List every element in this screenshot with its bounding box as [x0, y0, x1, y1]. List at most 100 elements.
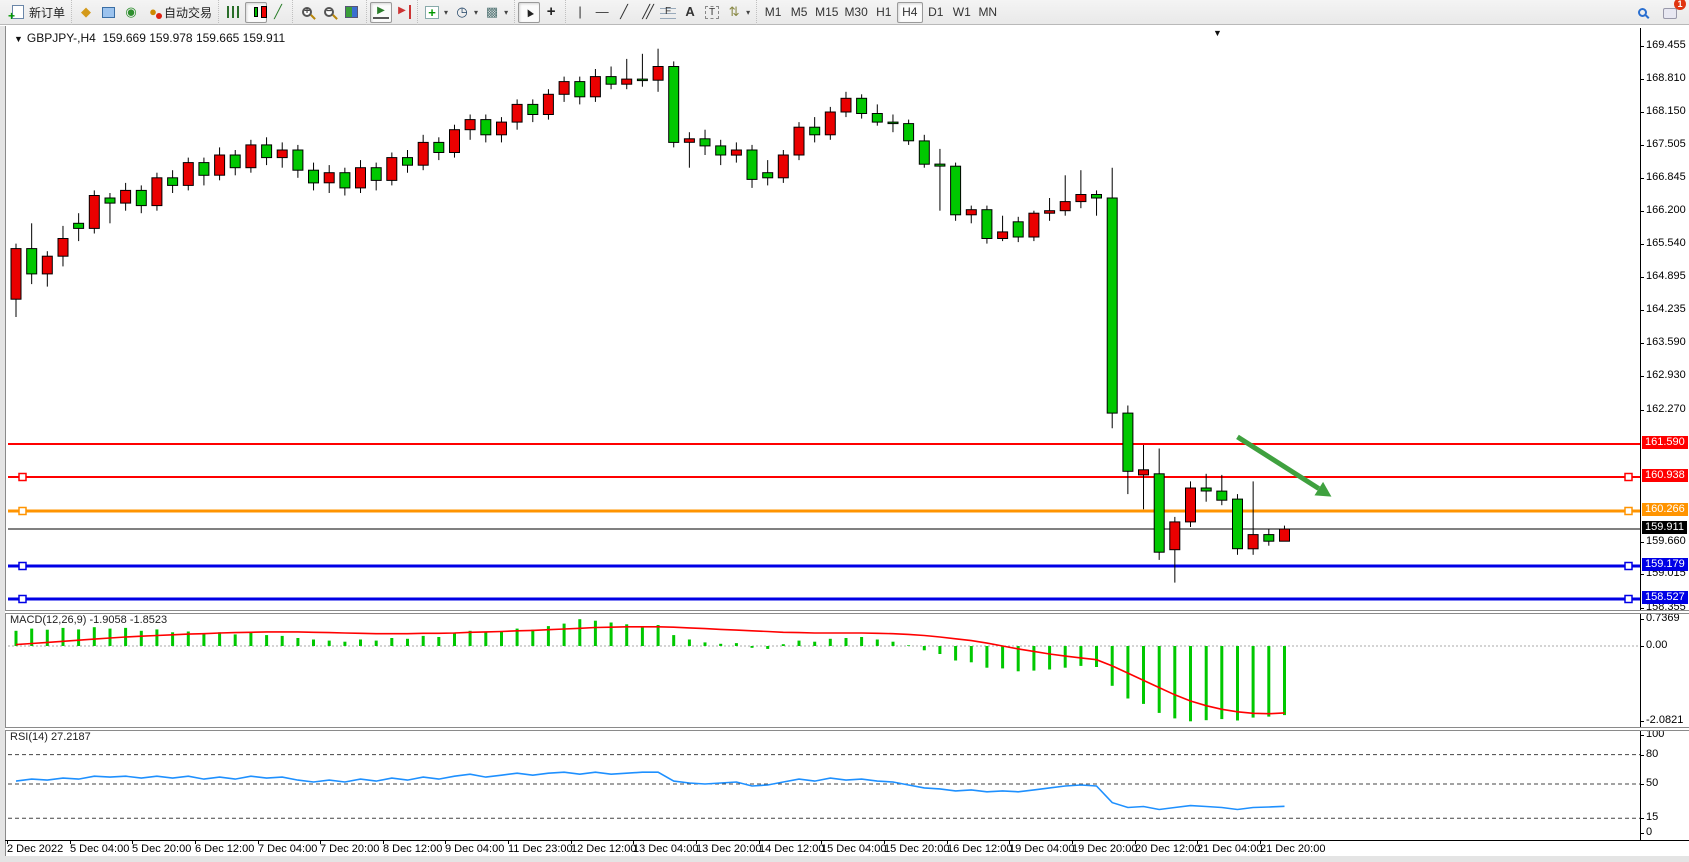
timeframe-d1[interactable]: D1	[928, 5, 944, 19]
periods-button[interactable]: ◷ ▾	[451, 2, 481, 23]
trendline-button[interactable]: ╱	[613, 2, 635, 23]
chart-collapse-icon[interactable]: ▼	[14, 34, 23, 44]
zoom-out-button[interactable]: −	[318, 2, 340, 23]
candle	[104, 197, 116, 204]
cursor-button[interactable]: ▲	[518, 1, 541, 23]
trendline-icon: ╱	[620, 4, 628, 19]
level-handle[interactable]	[18, 561, 27, 571]
level-handle[interactable]	[18, 506, 27, 516]
candlestick-chart-button[interactable]	[245, 1, 268, 23]
rsi-pane-separator[interactable]	[5, 727, 1689, 731]
crosshair-button[interactable]: +	[540, 2, 562, 23]
auto-trading-button[interactable]: ● 自动交易	[142, 2, 215, 23]
macd-bar	[45, 629, 49, 646]
timeframe-mn[interactable]: MN	[978, 5, 998, 19]
vertical-line-button[interactable]: |	[569, 2, 591, 23]
macd-bar	[938, 646, 942, 654]
market-data-button[interactable]	[97, 2, 120, 23]
candle	[511, 103, 523, 123]
rsi-tick-label: 15	[1646, 811, 1659, 823]
macd-bar	[828, 638, 832, 646]
timeframe-m1[interactable]: M1	[764, 5, 782, 19]
chart-shift-marker-icon[interactable]: ▼	[1213, 28, 1222, 38]
macd-bar	[453, 633, 456, 646]
level-handle[interactable]	[18, 472, 27, 482]
candle	[1138, 469, 1149, 476]
time-label: 9 Dec 04:00	[445, 843, 505, 855]
macd-bar	[985, 646, 989, 668]
rsi-tick-label: 50	[1646, 777, 1659, 789]
arrow-annotation-head[interactable]	[1314, 481, 1332, 497]
zoom-in-button[interactable]: +	[296, 2, 318, 23]
search-button[interactable]	[1631, 2, 1653, 23]
level-handle[interactable]	[18, 594, 27, 604]
crosshair-icon: +	[546, 3, 556, 20]
time-axis-line[interactable]	[5, 840, 1689, 841]
timeframe-h1[interactable]: H1	[876, 5, 892, 19]
price-tick-label: 162.270	[1646, 403, 1686, 415]
macd-bar	[218, 632, 222, 646]
time-label: 21 Dec 20:00	[1260, 843, 1326, 855]
level-handle[interactable]	[1624, 561, 1633, 571]
price-chart-canvas[interactable]	[5, 26, 1689, 862]
price-axis-line[interactable]	[1640, 28, 1641, 840]
level-handle[interactable]	[1624, 472, 1633, 482]
level-handle[interactable]	[1624, 506, 1633, 516]
time-label: 15 Dec 20:00	[884, 843, 950, 855]
timeframe-m30[interactable]: M30	[844, 5, 868, 19]
channel-icon: ╱╱	[642, 4, 654, 19]
candle	[668, 66, 680, 143]
auto-scroll-button[interactable]: ▶	[370, 1, 393, 23]
time-label: 14 Dec 12:00	[759, 843, 825, 855]
news-feed-button[interactable]: ◉	[120, 2, 142, 23]
chart-window[interactable]: ▼ GBPJPY-,H4 159.669 159.978 159.665 159.…	[0, 26, 1689, 862]
macd-bar	[1283, 646, 1286, 716]
price-tick-label: 166.200	[1646, 204, 1686, 216]
price-tick-label: 163.590	[1646, 336, 1686, 348]
arrow-annotation[interactable]	[1236, 434, 1321, 491]
candle	[120, 189, 132, 204]
time-label: 21 Dec 04:00	[1197, 843, 1263, 855]
time-label: 13 Dec 20:00	[696, 843, 762, 855]
chart-shift-button[interactable]: ▶	[392, 2, 414, 23]
object-pointer-button[interactable]: ◆	[75, 2, 97, 23]
chevron-down-icon: ▾	[504, 7, 509, 17]
indicators-button[interactable]: + ▾	[421, 2, 451, 23]
level-price-label: 161.590	[1642, 436, 1688, 449]
line-chart-button[interactable]: ╱	[267, 2, 289, 23]
timeframe-h4[interactable]: H4	[896, 1, 923, 23]
timeframe-w1[interactable]: W1	[952, 5, 971, 19]
bottom-strip	[5, 856, 1689, 862]
time-label: 16 Dec 12:00	[947, 843, 1013, 855]
fibonacci-icon: F	[660, 4, 677, 20]
time-label: 7 Dec 04:00	[258, 843, 318, 855]
signal-icon: ◉	[125, 4, 137, 19]
templates-button[interactable]: ▩ ▾	[481, 2, 511, 23]
toolbar: 新订单◆◉●自动交易╱+−▶▶+▾◷▾▩▾▲+|—╱╱╱FAT⇅▾M1M5M15…	[0, 0, 1689, 25]
timeframe-m15[interactable]: M15	[815, 5, 839, 19]
price-tick-label: 168.150	[1646, 105, 1686, 117]
macd-pane-separator[interactable]	[5, 610, 1689, 614]
horizontal-line-button[interactable]: —	[591, 2, 613, 23]
level-handle[interactable]	[1624, 594, 1633, 604]
macd-bar	[703, 642, 707, 646]
chart-window-border	[5, 26, 6, 862]
timeframe-m5[interactable]: M5	[790, 5, 808, 19]
text-label-button[interactable]: T	[701, 2, 723, 23]
macd-bar	[359, 639, 362, 646]
equidistant-channel-button[interactable]: ╱╱	[635, 2, 657, 23]
chat-button[interactable]: 1	[1659, 0, 1686, 23]
fibonacci-button[interactable]: F	[657, 2, 679, 23]
macd-bar	[1032, 646, 1036, 671]
bar-chart-button[interactable]	[222, 2, 245, 23]
macd-bar	[171, 632, 175, 646]
text-button[interactable]: A	[679, 2, 701, 23]
time-label: 2 Dec 2022	[7, 843, 64, 855]
new-order-button[interactable]: 新订单	[7, 2, 68, 24]
tile-windows-button[interactable]	[340, 2, 363, 23]
candle	[1153, 473, 1165, 553]
arrows-button[interactable]: ⇅ ▾	[723, 2, 753, 23]
candle	[965, 209, 977, 216]
level-price-label: 159.179	[1642, 558, 1688, 571]
candle	[1106, 197, 1118, 414]
